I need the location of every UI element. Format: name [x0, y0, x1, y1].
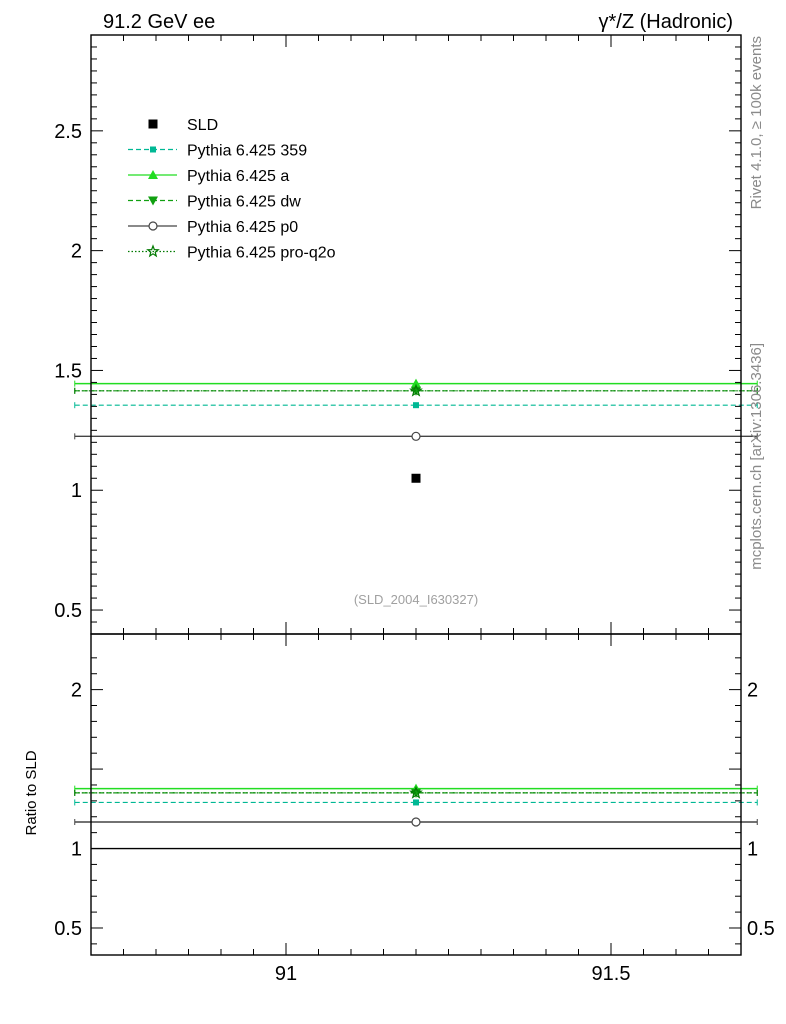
main-panel-marks [74, 378, 758, 483]
ratio-y-tick-label-left: 1 [71, 839, 82, 861]
axis-ticks [90, 34, 742, 955]
ratio-y-tick-label-left: 0.5 [54, 918, 82, 940]
ratio-y-tick-label-right: 0.5 [747, 918, 775, 940]
legend-marker [148, 196, 158, 206]
plot-title-left: 91.2 GeV ee [103, 11, 215, 33]
legend-marker [148, 221, 158, 231]
legend-entry-label: Pythia 6.425 359 [187, 143, 307, 160]
main-series-5 [74, 383, 758, 397]
main-y-tick-label: 0.5 [54, 600, 82, 622]
main-y-tick-label: 2.5 [54, 121, 82, 143]
ratio-y-tick-label-right: 1 [747, 839, 758, 861]
ratio-series-3 [74, 817, 758, 827]
analysis-id-watermark: (SLD_2004_I630327) [354, 592, 478, 607]
main-series-1 [74, 402, 758, 409]
main-data-point [413, 402, 419, 409]
legend-entry-label: Pythia 6.425 a [187, 168, 289, 185]
x-tick-label: 91.5 [592, 963, 631, 985]
plot-title-right: γ*/Z (Hadronic) [599, 11, 733, 33]
legend-marker [150, 146, 156, 153]
ratio-y-axis-label: Ratio to SLD [23, 750, 40, 835]
main-data-point [411, 431, 421, 441]
legend-entry-label: SLD [187, 117, 218, 134]
legend-marker [146, 244, 160, 258]
rivet-version-label: Rivet 4.1.0, ≥ 100k events [748, 36, 765, 209]
ratio-data-point [409, 785, 423, 799]
mcplots-source-label: mcplots.cern.ch [arXiv:1306.3436] [748, 343, 765, 570]
main-y-tick-label: 1.5 [54, 360, 82, 382]
main-data-point [409, 383, 423, 397]
main-data-point [411, 473, 421, 483]
legend: SLD Pythia 6.425 359 Pythia 6.425 a Pythia … [128, 117, 336, 262]
main-y-tick-label: 1 [71, 480, 82, 502]
main-data-point [411, 378, 421, 388]
main-y-tick-label: 2 [71, 241, 82, 263]
x-tick-label: 91 [275, 963, 297, 985]
legend-entry-label: Pythia 6.425 pro-q2o [187, 245, 336, 262]
ratio-data-point [413, 799, 419, 806]
ratio-y-tick-label-right: 2 [747, 680, 758, 702]
main-series-4 [74, 431, 758, 441]
legend-marker [148, 170, 158, 179]
ratio-data-point [411, 817, 421, 827]
main-series-0 [411, 473, 421, 483]
legend-marker [148, 119, 158, 129]
ratio-panel-marks [74, 783, 758, 850]
legend-entry-label: Pythia 6.425 p0 [187, 219, 298, 236]
ratio-series-0 [74, 799, 758, 806]
ratio-series-4 [74, 785, 758, 799]
ratio-y-tick-label-left: 2 [71, 680, 82, 702]
legend-entry-label: Pythia 6.425 dw [187, 194, 301, 211]
